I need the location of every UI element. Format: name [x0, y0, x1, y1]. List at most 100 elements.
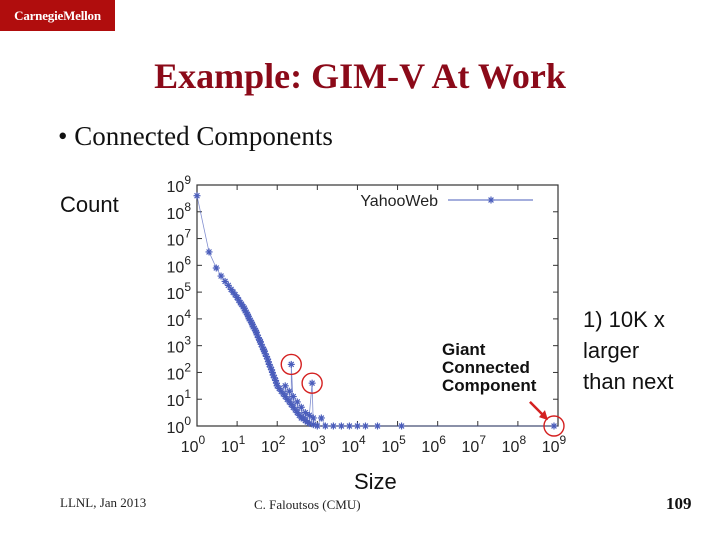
data-point	[308, 379, 316, 387]
annotation-line: than next	[583, 369, 674, 394]
data-point	[374, 422, 381, 430]
data-point	[212, 264, 220, 272]
star-stroke	[398, 423, 405, 429]
bullet-marker: •	[58, 121, 68, 151]
x-tick-label: 103	[301, 433, 326, 456]
star-stroke	[265, 358, 272, 365]
footer-author: C. Faloutsos (CMU)	[254, 497, 361, 512]
x-tick-label: 106	[421, 433, 446, 456]
star-stroke	[310, 421, 317, 428]
y-tick-exponent: 5	[184, 280, 191, 294]
highlight-circle	[543, 415, 565, 437]
x-tick-label: 108	[502, 433, 527, 456]
star-stroke	[286, 388, 293, 395]
x-axis-label: Size	[354, 469, 397, 494]
giant-component-label: Connected	[442, 358, 530, 377]
x-tick-exponent: 7	[479, 433, 486, 447]
y-tick-label: 103	[167, 334, 192, 357]
y-tick-exponent: 4	[184, 307, 191, 321]
star-stroke	[261, 348, 268, 354]
data-point	[240, 304, 248, 312]
data-point	[313, 422, 321, 430]
star-stroke	[222, 278, 228, 285]
star-stroke	[253, 329, 260, 336]
star-stroke	[262, 350, 269, 357]
star-stroke	[268, 366, 275, 373]
plot-frame	[196, 184, 559, 427]
page-number: 109	[666, 494, 692, 513]
star-stroke	[338, 423, 345, 429]
star-stroke	[264, 356, 271, 362]
data-point	[224, 281, 232, 289]
x-tick-exponent: 9	[560, 433, 567, 447]
star-stroke	[243, 309, 250, 316]
highlight-circle	[280, 353, 302, 376]
y-tick-exponent: 0	[184, 414, 191, 428]
y-tick-exponent: 2	[184, 360, 191, 374]
star-stroke	[234, 294, 240, 301]
star-stroke	[259, 344, 266, 350]
x-tick-label: 102	[261, 433, 286, 456]
star-stroke	[269, 369, 276, 376]
legend-marker	[487, 196, 495, 204]
star-stroke	[288, 361, 295, 368]
annotation-line: larger	[583, 338, 640, 363]
y-tick-exponent: 9	[184, 173, 191, 187]
data-point	[297, 403, 305, 411]
star-stroke	[266, 361, 273, 368]
data-point	[289, 393, 297, 401]
y-tick-label: 107	[167, 227, 192, 250]
star-stroke	[206, 249, 212, 255]
star-stroke	[247, 317, 254, 324]
x-tick-label: 100	[181, 433, 206, 456]
star-stroke	[322, 423, 329, 429]
star-stroke	[362, 423, 369, 429]
y-axis-label: Count	[60, 192, 119, 217]
star-stroke	[551, 423, 557, 429]
star-stroke	[306, 412, 313, 419]
star-stroke	[309, 380, 315, 387]
data-point	[353, 422, 361, 430]
data-point	[287, 360, 295, 368]
data-point	[281, 382, 289, 390]
y-tick-label: 101	[167, 387, 192, 410]
data-point	[244, 312, 252, 320]
data-point	[550, 422, 558, 430]
x-tick-exponent: 1	[239, 433, 246, 447]
star-stroke	[271, 374, 278, 381]
data-point	[301, 409, 309, 417]
star-stroke	[263, 353, 270, 360]
footer-venue: LLNL, Jan 2013	[60, 495, 147, 510]
data-point	[285, 387, 293, 395]
star-stroke	[298, 404, 305, 411]
star-stroke	[238, 301, 245, 308]
star-stroke	[294, 399, 301, 405]
annotation-note: 1) 10K x larger than next	[583, 304, 713, 397]
star-stroke	[267, 364, 274, 370]
bullet-text: Connected Components	[74, 121, 333, 151]
y-tick-label: 108	[167, 200, 192, 223]
x-tick-exponent: 2	[279, 433, 286, 447]
star-stroke	[255, 334, 262, 341]
star-stroke	[245, 313, 252, 320]
x-tick-exponent: 8	[519, 433, 526, 447]
star-stroke	[330, 423, 337, 429]
star-stroke	[272, 377, 279, 384]
highlight-circle	[301, 372, 323, 394]
star-stroke	[241, 305, 248, 312]
data-point	[329, 422, 337, 430]
y-tick-label: 100	[167, 414, 192, 437]
star-stroke	[225, 282, 232, 289]
star-stroke	[310, 415, 317, 421]
data-point	[217, 272, 225, 280]
x-tick-exponent: 4	[359, 433, 366, 447]
y-tick-label: 106	[167, 253, 192, 276]
star-stroke	[346, 423, 353, 429]
giant-component-label: Component	[442, 376, 537, 395]
star-stroke	[488, 197, 494, 203]
data-point	[361, 422, 369, 430]
data-point	[398, 422, 406, 430]
x-tick-exponent: 5	[399, 433, 406, 447]
data-point	[321, 422, 329, 430]
